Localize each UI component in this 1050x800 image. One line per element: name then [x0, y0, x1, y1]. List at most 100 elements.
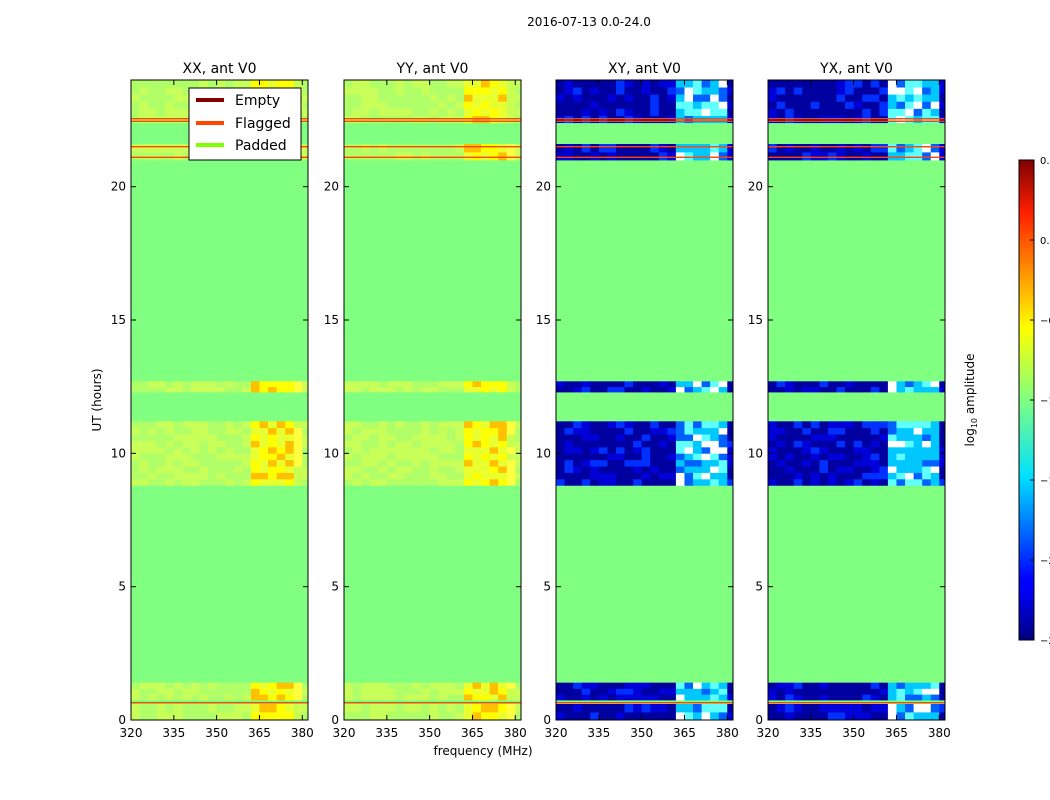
heat-cell [378, 440, 388, 448]
heat-cell [922, 80, 932, 88]
heat-cell [395, 80, 405, 88]
heat-cell [939, 152, 946, 161]
y-tick-label: 20 [748, 180, 763, 194]
heat-cell [276, 386, 286, 393]
heat-cell [879, 87, 889, 95]
heat-cell [139, 712, 149, 721]
heat-cell [361, 144, 371, 153]
heat-cell [233, 80, 243, 88]
heat-cell [913, 87, 923, 95]
heat-cell [506, 472, 516, 480]
x-tick-label: 350 [842, 726, 865, 740]
heat-cell [190, 704, 200, 713]
heat-cell [641, 453, 651, 461]
heat-cell [412, 682, 422, 689]
heat-cell [421, 478, 431, 486]
heat-cell [498, 694, 508, 701]
heat-cell [785, 94, 795, 102]
heat-cell [225, 459, 235, 467]
heat-cell [658, 427, 668, 435]
heat-cell [675, 427, 685, 435]
x-tick-label: 365 [248, 726, 271, 740]
heat-cell [131, 682, 140, 689]
heat-cell [793, 704, 803, 713]
heat-cell [156, 704, 166, 713]
heat-cell [412, 434, 422, 441]
y-tick-label: 10 [324, 446, 339, 460]
heat-cell [139, 446, 149, 454]
heat-cell [776, 87, 786, 95]
heat-cell [403, 440, 413, 448]
heat-cell [250, 446, 260, 454]
heat-cell [701, 459, 711, 467]
heat-cell [633, 381, 643, 388]
heat-cell [573, 688, 583, 695]
heat-cell [827, 421, 837, 429]
heat-cell [285, 459, 295, 467]
heat-cell [208, 682, 218, 689]
heat-cell [785, 472, 795, 480]
heat-cell [633, 421, 643, 429]
heat-cell [693, 704, 702, 713]
heat-cell [276, 421, 286, 429]
x-tick-label: 380 [291, 726, 314, 740]
heat-cell [293, 459, 303, 467]
heat-cell [701, 94, 711, 102]
heat-cell [182, 466, 192, 473]
heat-cell [641, 459, 651, 467]
heat-cell [131, 101, 140, 109]
heat-cell [718, 108, 728, 116]
heat-cell [506, 478, 516, 486]
heat-cell [693, 108, 702, 116]
heat-cell [403, 101, 413, 109]
heat-cell [455, 694, 465, 701]
heat-cell [182, 386, 192, 393]
heat-cell [836, 688, 846, 695]
heat-cell [378, 101, 388, 109]
heat-cell [429, 152, 439, 161]
heat-cell [156, 80, 166, 88]
heat-cell [156, 386, 166, 393]
heat-cell [463, 694, 473, 701]
heat-cell [581, 459, 591, 467]
heat-cell [472, 381, 482, 388]
heat-cell [131, 144, 140, 153]
heat-cell [607, 478, 617, 486]
heat-cell [624, 688, 634, 695]
heat-cell [369, 688, 379, 695]
heat-cell [658, 152, 668, 161]
heat-cell [641, 440, 651, 448]
heat-cell [819, 87, 829, 95]
heat-cell [463, 682, 473, 689]
heat-cell [684, 108, 694, 116]
heat-cell [421, 427, 431, 435]
heat-cell [148, 427, 158, 435]
heat-cell [727, 421, 734, 429]
heat-cell [139, 101, 149, 109]
heat-cell [403, 694, 413, 701]
heat-cell [190, 434, 200, 441]
heat-cell [233, 466, 243, 473]
heat-cell [836, 478, 846, 486]
heat-cell [438, 694, 448, 701]
heat-cell [386, 87, 396, 95]
heat-cell [641, 682, 651, 689]
heat-cell [242, 386, 252, 393]
heat-cell [386, 453, 396, 461]
heat-cell [395, 466, 405, 473]
heat-cell [633, 434, 643, 441]
heat-cell [718, 688, 728, 695]
heat-cell [489, 440, 499, 448]
heat-cell [913, 453, 923, 461]
heat-cell [148, 381, 158, 388]
heat-cell [896, 94, 906, 102]
heat-cell [573, 421, 583, 429]
heat-cell [701, 80, 711, 88]
heat-cell [701, 472, 711, 480]
heat-cell [556, 427, 565, 435]
heat-cell [429, 80, 439, 88]
heat-cell [930, 712, 940, 721]
heat-cell [641, 101, 651, 109]
heat-cell [344, 144, 353, 153]
heat-cell [658, 466, 668, 473]
